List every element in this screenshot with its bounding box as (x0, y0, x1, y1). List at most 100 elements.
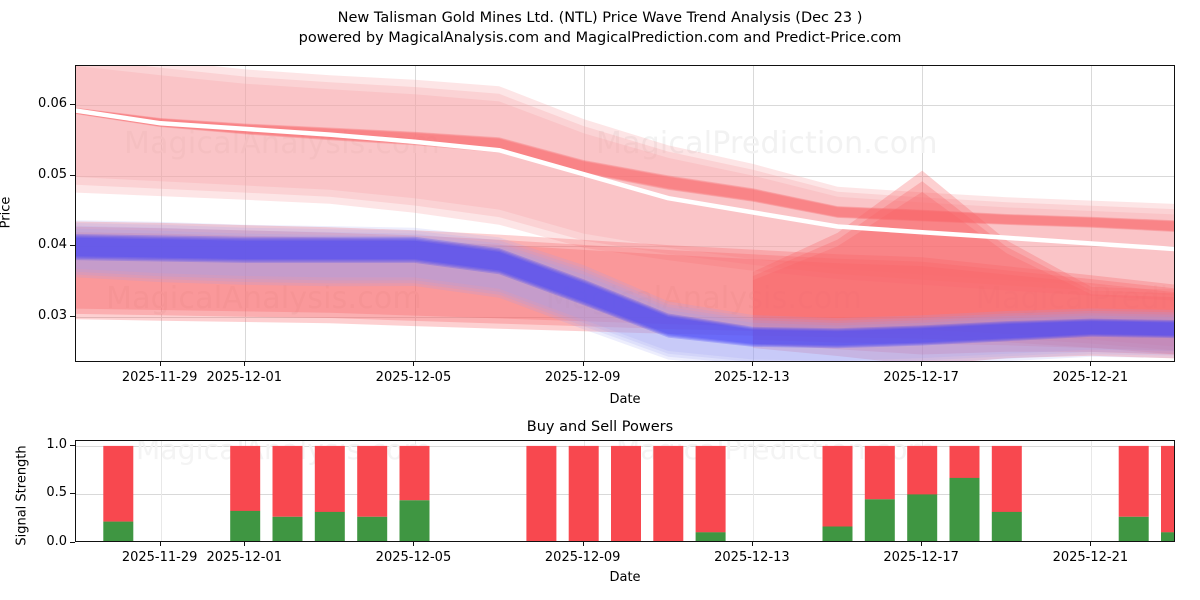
sell-power-bar (864, 445, 895, 500)
gridline-v-price-5 (922, 66, 924, 361)
sell-power-bar (357, 445, 388, 517)
gridline-v-signal-0 (160, 441, 162, 541)
ytick-label-price-0: 0.03 (38, 308, 67, 324)
ytick-label-price-1: 0.04 (38, 237, 67, 253)
band-layer (76, 228, 1174, 361)
ytick-mark-price-2 (70, 174, 75, 176)
gridline-v-signal-6 (1091, 441, 1093, 541)
sell-power-bar (103, 445, 134, 522)
sell-power-bar (1118, 445, 1149, 517)
page-title: New Talisman Gold Mines Ltd. (NTL) Price… (0, 8, 1200, 48)
buy-power-bar (1161, 532, 1174, 541)
sell-power-bar (907, 445, 938, 495)
band-layer (752, 181, 1174, 355)
xtick-label-signal-4: 2025-12-13 (714, 550, 790, 565)
sell-power-bar (949, 445, 980, 478)
buy-power-bar (314, 511, 345, 541)
gridline-v-price-6 (1091, 66, 1093, 361)
band-layer (76, 107, 1174, 232)
xtick-mark-signal-1 (244, 542, 246, 546)
band-layer (76, 66, 1174, 301)
sell-power-bar (230, 445, 261, 511)
xtick-label-signal-1: 2025-12-01 (206, 550, 282, 565)
xtick-mark-signal-6 (1090, 542, 1092, 546)
gridline-v-signal-4 (752, 441, 754, 541)
buy-power-bar (399, 500, 430, 541)
band-layer (76, 66, 1174, 296)
ytick-mark-price-0 (70, 316, 75, 318)
ytick-mark-signal-1 (70, 493, 75, 495)
sell-power-bar (822, 445, 853, 527)
sell-power-bar (1161, 445, 1174, 533)
sell-power-bar (653, 445, 684, 541)
sell-power-bar (695, 445, 726, 533)
band-layer (76, 232, 1174, 347)
band-layer (76, 223, 1174, 361)
gridline-v-price-3 (583, 66, 585, 361)
xtick-label-price-2: 2025-12-05 (375, 370, 452, 385)
band-layer (76, 108, 1174, 232)
xtick-mark-price-6 (1090, 362, 1092, 366)
band-layer (76, 66, 1174, 291)
band-layer (76, 108, 1174, 231)
xtick-mark-signal-0 (159, 542, 161, 546)
ytick-mark-signal-2 (70, 444, 75, 446)
sell-power-bar (611, 445, 641, 541)
signal-date-axis-label: Date (609, 570, 641, 585)
ytick-label-price-3: 0.06 (38, 95, 67, 111)
xtick-label-price-1: 2025-12-01 (206, 370, 282, 385)
ytick-label-signal-1: 0.5 (46, 485, 67, 501)
sell-power-bar (272, 445, 303, 517)
band-layer (76, 237, 1174, 346)
xtick-mark-price-0 (159, 362, 161, 366)
xtick-mark-signal-4 (751, 542, 753, 546)
price-axis-label: Price (0, 196, 14, 229)
gridline-v-price-2 (414, 66, 416, 361)
xtick-label-price-4: 2025-12-13 (714, 370, 790, 385)
sell-power-bar (399, 445, 430, 501)
buy-power-bar (272, 516, 303, 541)
buy-power-bar (949, 477, 980, 541)
xtick-label-signal-5: 2025-12-17 (883, 550, 959, 565)
xtick-label-price-3: 2025-12-09 (544, 370, 621, 385)
title-line-2: powered by MagicalAnalysis.com and Magic… (298, 30, 902, 46)
signal-chart-title: Buy and Sell Powers (526, 419, 674, 435)
xtick-label-signal-0: 2025-11-29 (121, 550, 198, 565)
buy-power-bar (991, 511, 1022, 541)
price-wave-bands (76, 66, 1174, 361)
buy-power-bar (822, 526, 853, 541)
xtick-label-price-5: 2025-12-17 (883, 370, 959, 385)
signal-strength-axis-label: Signal Strength (14, 445, 30, 546)
title-line-1: New Talisman Gold Mines Ltd. (NTL) Price… (337, 10, 863, 26)
buy-power-bar (103, 521, 134, 541)
band-layer (76, 226, 1174, 351)
buy-sell-bars (103, 445, 1174, 541)
xtick-mark-price-5 (921, 362, 923, 366)
ytick-mark-price-1 (70, 245, 75, 247)
sell-power-bar (314, 445, 345, 512)
gridline-v-price-1 (245, 66, 247, 361)
buy-power-bar (357, 516, 388, 541)
sell-power-bar (526, 445, 557, 541)
buy-power-bar (907, 494, 938, 541)
ytick-mark-price-3 (70, 103, 75, 105)
gridline-h-price-3 (76, 104, 1174, 106)
xtick-mark-price-3 (582, 362, 584, 366)
band-layer (76, 225, 1174, 361)
gridline-v-price-0 (160, 66, 162, 361)
xtick-mark-signal-3 (582, 542, 584, 546)
sell-power-bar (568, 445, 599, 541)
band-layer (76, 236, 1174, 347)
xtick-mark-price-4 (751, 362, 753, 366)
buy-power-bar (695, 532, 726, 541)
ytick-label-signal-0: 0.0 (46, 534, 67, 549)
xtick-label-price-6: 2025-12-21 (1052, 370, 1129, 385)
xtick-mark-price-2 (413, 362, 415, 366)
band-layer (752, 191, 1174, 351)
ytick-label-signal-2: 1.0 (46, 436, 67, 452)
buy-power-bar (864, 499, 895, 541)
price-chart-plot-area: MagicalAnalysis.com MagicalPrediction.com… (75, 65, 1175, 362)
xtick-mark-signal-2 (413, 542, 415, 546)
